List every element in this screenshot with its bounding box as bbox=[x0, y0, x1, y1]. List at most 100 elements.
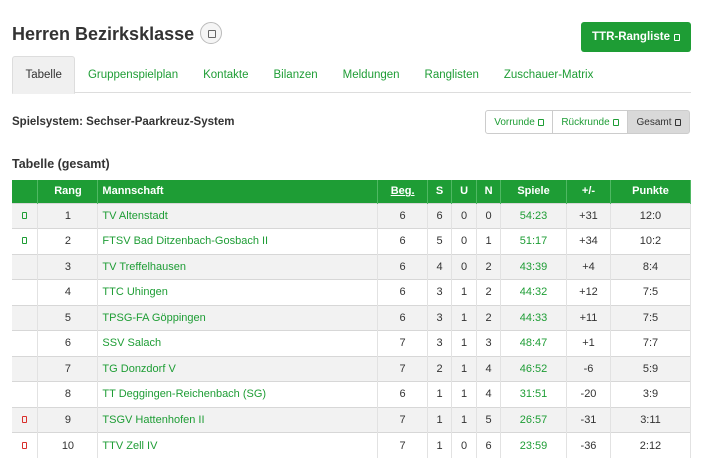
row-s: 2 bbox=[427, 355, 453, 382]
row-rang: 5 bbox=[37, 304, 99, 331]
row-spiele-link[interactable]: 51:17 bbox=[500, 228, 567, 254]
tab-bilanzen[interactable]: Bilanzen bbox=[273, 68, 318, 81]
tab-gruppenspielplan[interactable]: Gruppenspielplan bbox=[87, 68, 179, 81]
header-beg[interactable]: Beg. bbox=[377, 180, 429, 203]
row-punkte: 7:5 bbox=[610, 304, 692, 331]
tab-zuschauer-matrix[interactable]: Zuschauer-Matrix bbox=[503, 68, 594, 81]
row-u: 0 bbox=[451, 253, 478, 280]
table-row: 6 SSV Salach 7 3 1 3 48:47 +1 7:7 bbox=[12, 330, 692, 356]
row-beg: 6 bbox=[377, 304, 429, 331]
tab-bar: Tabelle Gruppenspielplan Kontakte Bilanz… bbox=[12, 56, 691, 94]
row-flag bbox=[12, 406, 39, 433]
row-team-link[interactable]: TV Treffelhausen bbox=[97, 253, 379, 280]
header-n: N bbox=[476, 180, 502, 203]
row-u: 1 bbox=[451, 381, 478, 407]
row-punkte: 10:2 bbox=[610, 228, 692, 254]
row-diff: +34 bbox=[566, 228, 611, 254]
row-s: 3 bbox=[427, 279, 453, 305]
row-spiele-link[interactable]: 23:59 bbox=[500, 432, 567, 458]
table-header-row: Rang Mannschaft Beg. S U N Spiele +/- Pu… bbox=[12, 180, 692, 203]
filter-rueckrunde-button[interactable]: Rückrunde bbox=[552, 110, 628, 134]
row-s: 3 bbox=[427, 304, 453, 331]
row-u: 0 bbox=[451, 432, 478, 458]
row-spiele-link[interactable]: 44:32 bbox=[500, 279, 567, 305]
row-flag bbox=[12, 330, 39, 356]
row-flag bbox=[12, 253, 39, 280]
table-row: 8 TT Deggingen-Reichenbach (SG) 6 1 1 4 31:51-… bbox=[12, 381, 692, 407]
filter-vorrunde-label: Vorrunde bbox=[494, 116, 535, 128]
row-flag bbox=[12, 432, 39, 458]
row-spiele-link[interactable]: 31:51 bbox=[500, 381, 567, 407]
row-beg: 6 bbox=[377, 279, 429, 305]
row-beg: 7 bbox=[377, 406, 429, 433]
row-s: 1 bbox=[427, 406, 453, 433]
row-diff: +1 bbox=[566, 330, 611, 356]
row-rang: 7 bbox=[37, 355, 99, 382]
row-diff: -6 bbox=[566, 355, 611, 382]
tab-tabelle[interactable]: Tabelle bbox=[12, 56, 76, 94]
row-team-link[interactable]: TTC Uhingen bbox=[97, 279, 379, 305]
row-s: 1 bbox=[427, 432, 453, 458]
row-punkte: 2:12 bbox=[610, 432, 692, 458]
row-beg: 6 bbox=[377, 228, 429, 254]
row-team-link[interactable]: TV Altenstadt bbox=[97, 202, 379, 229]
row-u: 1 bbox=[451, 304, 478, 331]
row-rang: 3 bbox=[37, 253, 99, 280]
row-flag bbox=[12, 279, 39, 305]
filter-gesamt-label: Gesamt bbox=[636, 116, 672, 128]
row-n: 4 bbox=[476, 381, 502, 407]
row-u: 1 bbox=[451, 355, 478, 382]
relegation-icon bbox=[22, 441, 28, 449]
filter-vorrunde-button[interactable]: Vorrunde bbox=[485, 110, 553, 134]
box-icon bbox=[612, 118, 619, 126]
row-spiele-link[interactable]: 46:52 bbox=[500, 355, 567, 382]
row-spiele-link[interactable]: 48:47 bbox=[500, 330, 567, 356]
row-spiele-link[interactable]: 54:23 bbox=[500, 202, 567, 229]
row-beg: 7 bbox=[377, 330, 429, 356]
row-u: 0 bbox=[451, 202, 478, 229]
row-team-link[interactable]: TT Deggingen-Reichenbach (SG) bbox=[97, 381, 379, 407]
row-n: 2 bbox=[476, 279, 502, 305]
tab-meldungen[interactable]: Meldungen bbox=[342, 68, 400, 81]
row-diff: +31 bbox=[566, 202, 611, 229]
row-beg: 6 bbox=[377, 381, 429, 407]
row-team-link[interactable]: TPSG-FA Göppingen bbox=[97, 304, 379, 331]
row-spiele-link[interactable]: 26:57 bbox=[500, 406, 567, 433]
row-spiele-link[interactable]: 44:33 bbox=[500, 304, 567, 331]
row-punkte: 12:0 bbox=[610, 202, 692, 229]
row-flag bbox=[12, 202, 39, 229]
row-flag bbox=[12, 381, 39, 407]
table-row: 7 TG Donzdorf V 7 2 1 4 46:52 -6 5:9 bbox=[12, 355, 692, 382]
table-row: 9 TSGV Hattenhofen II 7 1 1 5 26:57 -31 3:11 bbox=[12, 406, 692, 433]
table-row: 10 TTV Zell IV 7 1 0 6 23:59 -36 2:12 bbox=[12, 432, 692, 458]
ttr-rangliste-button[interactable]: TTR-Rangliste bbox=[581, 22, 691, 52]
row-beg: 7 bbox=[377, 432, 429, 458]
row-flag bbox=[12, 355, 39, 382]
spielsystem-label: Spielsystem: Sechser-Paarkreuz-System bbox=[12, 116, 235, 128]
row-team-link[interactable]: TSGV Hattenhofen II bbox=[97, 406, 379, 433]
row-diff: -31 bbox=[566, 406, 611, 433]
row-u: 1 bbox=[451, 406, 478, 433]
filter-gesamt-button[interactable]: Gesamt bbox=[627, 110, 690, 134]
row-punkte: 8:4 bbox=[610, 253, 692, 280]
row-diff: +12 bbox=[566, 279, 611, 305]
row-team-link[interactable]: TTV Zell IV bbox=[97, 432, 379, 458]
tab-kontakte[interactable]: Kontakte bbox=[203, 68, 249, 81]
promotion-icon bbox=[22, 237, 28, 245]
info-icon[interactable] bbox=[200, 22, 223, 45]
filter-rueckrunde-label: Rückrunde bbox=[561, 116, 610, 128]
row-team-link[interactable]: TG Donzdorf V bbox=[97, 355, 379, 382]
table-row: 4 TTC Uhingen 6 3 1 2 44:32 +12 7:5 bbox=[12, 279, 692, 305]
row-s: 6 bbox=[427, 202, 453, 229]
round-filter: Vorrunde Rückrunde Gesamt bbox=[485, 110, 690, 134]
row-rang: 2 bbox=[37, 228, 99, 254]
header-u: U bbox=[451, 180, 478, 203]
row-diff: +4 bbox=[566, 253, 611, 280]
tab-ranglisten[interactable]: Ranglisten bbox=[424, 68, 479, 81]
row-u: 1 bbox=[451, 279, 478, 305]
row-spiele-link[interactable]: 43:39 bbox=[500, 253, 567, 280]
row-n: 5 bbox=[476, 406, 502, 433]
row-team-link[interactable]: FTSV Bad Ditzenbach-Gosbach II bbox=[97, 228, 379, 254]
row-team-link[interactable]: SSV Salach bbox=[97, 330, 379, 356]
external-link-icon bbox=[673, 33, 680, 41]
